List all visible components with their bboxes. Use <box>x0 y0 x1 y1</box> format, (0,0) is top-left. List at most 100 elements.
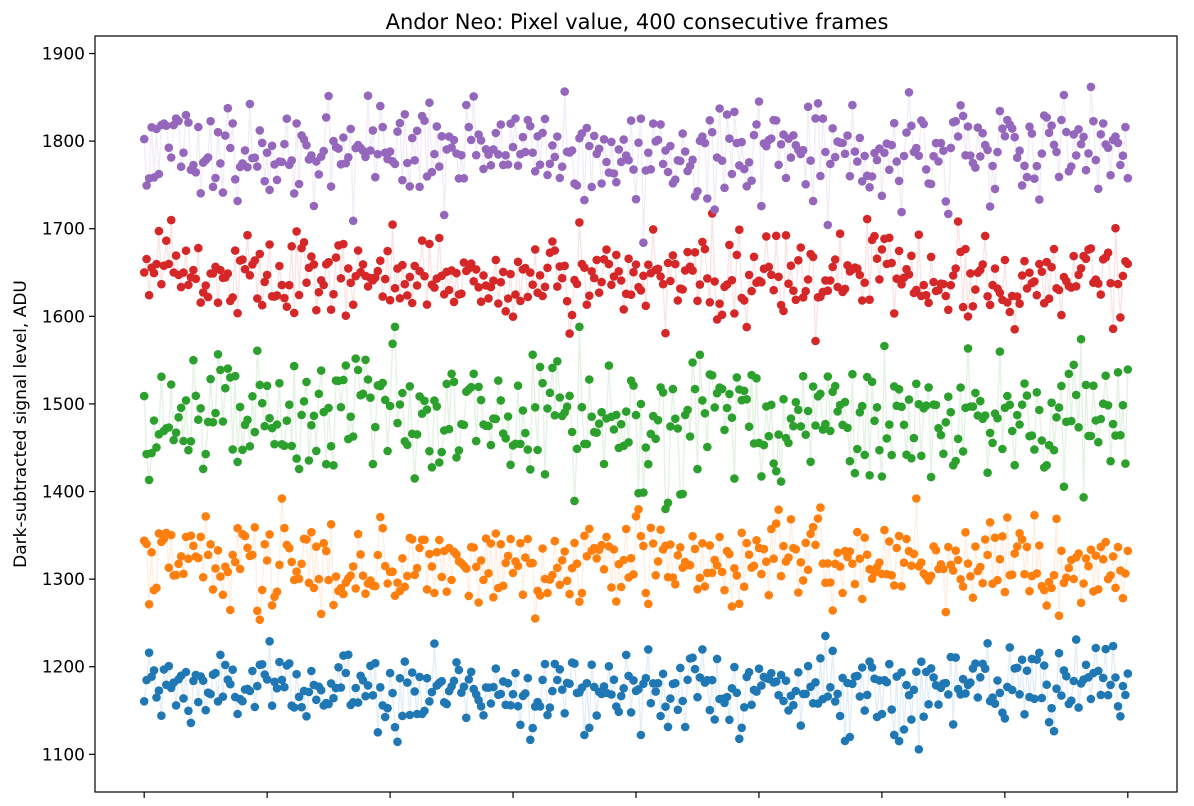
series-3-point <box>270 439 279 449</box>
series-1-point <box>280 682 289 692</box>
series-4-point <box>157 279 166 289</box>
series-5-point <box>680 147 690 156</box>
series-5-point <box>196 189 205 198</box>
series-2-point <box>307 527 316 537</box>
series-1-point <box>781 676 791 685</box>
series-5-point <box>176 162 186 171</box>
series-4-point <box>904 270 914 279</box>
series-5-point <box>1103 143 1113 153</box>
series-3-point <box>730 474 739 483</box>
series-5-point <box>339 133 348 142</box>
series-5-point <box>240 146 250 155</box>
series-1-point <box>1098 673 1108 683</box>
series-5-point <box>648 119 658 128</box>
series-2-point <box>813 514 823 523</box>
series-1-point <box>198 676 208 685</box>
series-5-point <box>548 141 557 150</box>
series-3-point <box>1027 431 1037 440</box>
series-5-point <box>425 98 434 107</box>
series-5-point <box>808 196 818 206</box>
series-5-point <box>816 171 825 181</box>
series-3-point <box>639 488 648 497</box>
series-1-point <box>353 698 363 707</box>
series-1-point <box>990 699 1000 708</box>
series-3-point <box>1032 388 1042 397</box>
series-4-point <box>948 271 958 280</box>
series-4-point <box>1017 271 1027 280</box>
series-3-point <box>363 375 373 384</box>
series-3-point <box>422 405 432 414</box>
series-2-point <box>324 575 333 585</box>
series-3 <box>139 322 1133 514</box>
series-3-point <box>801 430 810 440</box>
series-2-point <box>1049 570 1059 580</box>
series-3-point <box>501 434 511 443</box>
series-1-point <box>390 722 400 732</box>
series-2-point <box>776 571 786 581</box>
series-5-point <box>213 127 223 137</box>
series-3-point <box>963 344 973 353</box>
series-5-point <box>518 132 528 142</box>
series-5-point <box>479 164 488 174</box>
series-5-point <box>535 160 545 169</box>
series-5-point <box>612 177 621 187</box>
series-5-point <box>466 135 476 145</box>
series-1-point <box>857 663 867 672</box>
series-4-point <box>966 269 975 278</box>
series-4-point <box>498 267 508 277</box>
series-2-point <box>1017 535 1027 544</box>
series-5-point <box>867 172 877 181</box>
series-3-point <box>454 446 464 455</box>
series-1-point <box>848 679 857 689</box>
series-2-point <box>543 588 552 598</box>
series-2-point <box>875 558 884 567</box>
series-2-point <box>845 547 855 556</box>
series-4-point <box>774 272 783 282</box>
series-2-point <box>889 581 899 590</box>
series-3-point <box>764 431 774 441</box>
series-5-point <box>420 116 429 125</box>
series-1-point <box>779 696 788 706</box>
series-3-point <box>245 442 255 451</box>
series-5-point <box>609 169 619 178</box>
series-1-point <box>993 676 1002 685</box>
series-3-point <box>816 389 825 399</box>
series-4-point <box>1076 264 1086 273</box>
series-5-point <box>941 197 951 206</box>
series-5-point <box>818 114 828 123</box>
series-4-point <box>373 266 383 276</box>
series-2-point <box>1091 551 1101 560</box>
series-3-point <box>720 425 729 435</box>
series-3-point <box>644 459 653 469</box>
series-2-point <box>302 535 311 544</box>
series-1-point <box>233 709 242 719</box>
series-3-point <box>671 414 680 424</box>
series-1-point <box>373 728 383 737</box>
y-tick-label: 1600 <box>42 307 85 327</box>
series-5-point <box>995 106 1005 116</box>
series-5-point <box>412 126 422 136</box>
series-2-point <box>1062 573 1071 582</box>
series-4-point <box>639 271 648 281</box>
series-1-point <box>206 689 215 699</box>
series-1-point <box>420 706 429 716</box>
series-5-point <box>218 188 228 197</box>
series-4-point <box>344 264 353 273</box>
series-5-point <box>287 156 297 165</box>
series-4-point <box>1030 277 1039 286</box>
series-4-point <box>371 273 380 282</box>
series-5-point <box>334 144 343 153</box>
series-2-point <box>808 522 818 532</box>
series-1-point <box>361 691 370 701</box>
series-2-point <box>860 533 869 542</box>
series-3-point <box>496 396 506 405</box>
series-3-point <box>194 415 203 425</box>
series-2-point <box>735 599 744 609</box>
series-4-point <box>710 277 719 286</box>
series-5-point <box>378 122 388 132</box>
series-2-point <box>287 557 297 567</box>
series-4-point <box>582 300 592 310</box>
series-4-point <box>363 282 373 291</box>
series-4-point <box>466 259 476 268</box>
series-2-point <box>717 567 727 577</box>
